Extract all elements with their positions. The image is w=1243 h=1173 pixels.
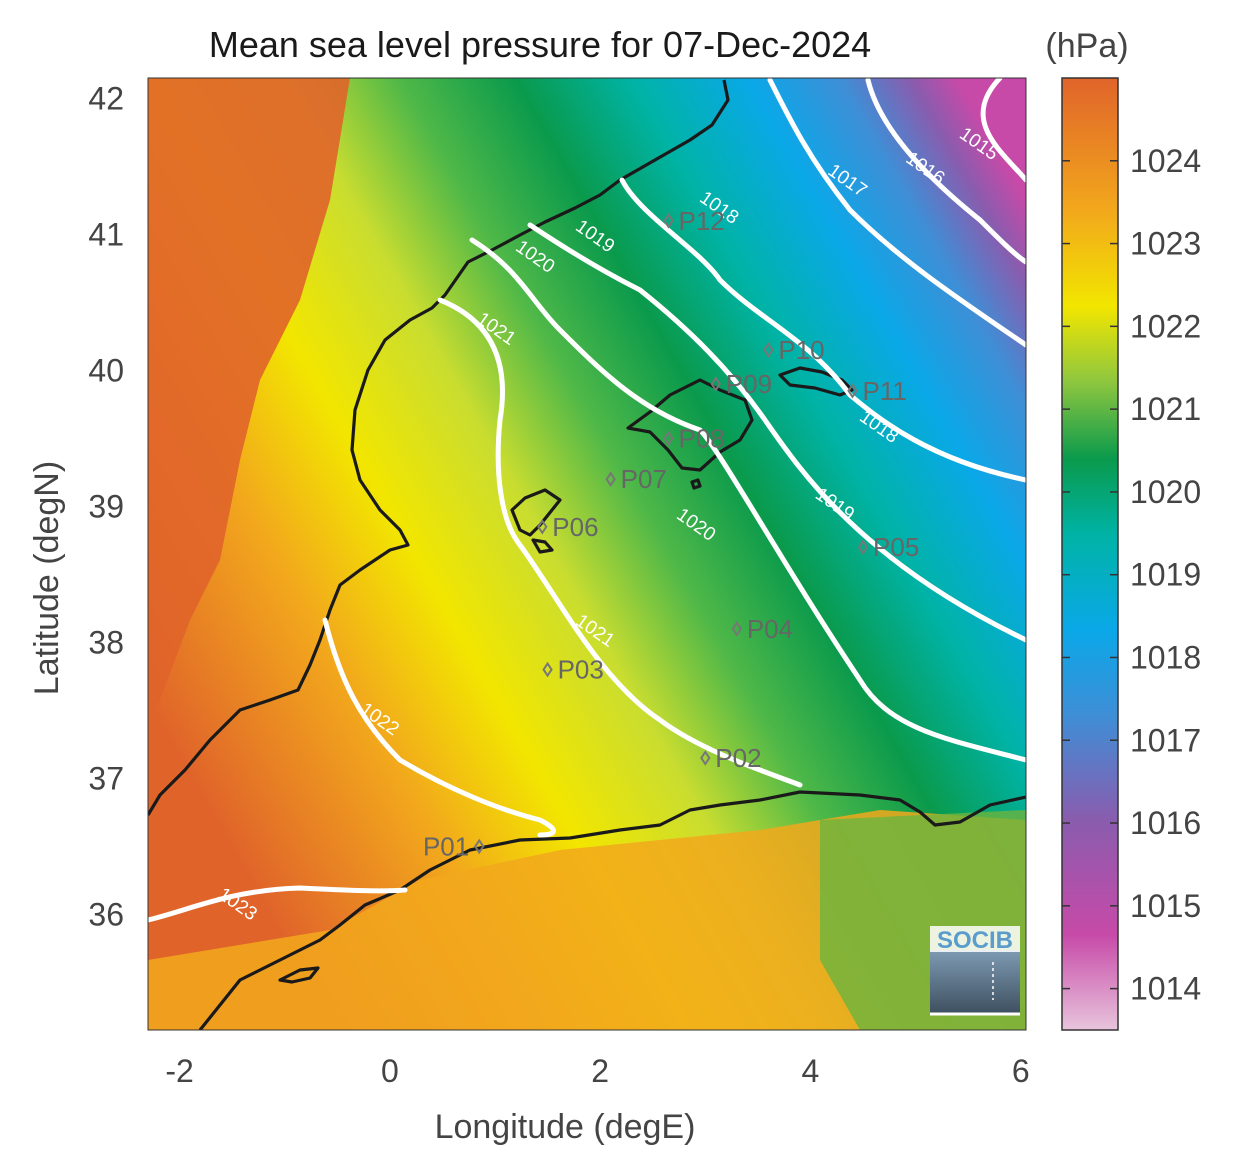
station-marker bbox=[700, 750, 711, 766]
station-label: P12 bbox=[678, 206, 724, 236]
station-marker bbox=[847, 382, 858, 399]
station-label: P02 bbox=[715, 743, 761, 773]
station-label: P04 bbox=[747, 614, 793, 644]
socib-logo: SOCIB bbox=[930, 926, 1020, 1016]
cabrera-coastline bbox=[690, 478, 702, 490]
formentera-coastline bbox=[531, 538, 554, 554]
iberian-coastline bbox=[148, 79, 730, 816]
station-label: P09 bbox=[726, 369, 772, 399]
colorbar: 1024 1023 1022 1021 1020 1019 1018 1017 1016 1015… bbox=[1061, 77, 1201, 1031]
station-marker bbox=[605, 471, 616, 488]
colorbar-tick-label: 1017 bbox=[1130, 722, 1201, 758]
station-marker bbox=[763, 342, 774, 358]
station-label: P08 bbox=[678, 423, 724, 453]
y-tick-label: 38 bbox=[88, 624, 124, 660]
station-marker bbox=[474, 838, 485, 855]
socib-logo-box bbox=[930, 950, 1020, 1015]
mallorca-coastline bbox=[626, 378, 754, 472]
isobar-1022 bbox=[322, 617, 556, 838]
colorbar-tick-label: 1023 bbox=[1130, 226, 1201, 262]
station-marker bbox=[857, 539, 869, 556]
y-tick-label: 40 bbox=[88, 352, 124, 388]
station-marker bbox=[537, 518, 548, 535]
coastline bbox=[148, 79, 1026, 1030]
socib-logo-text: SOCIB bbox=[937, 927, 1013, 954]
isobar-1023 bbox=[148, 885, 408, 923]
colorbar-tick-label: 1014 bbox=[1130, 971, 1201, 1007]
station-label: P10 bbox=[778, 335, 824, 365]
colorbar-tick-label: 1020 bbox=[1130, 474, 1201, 510]
station-marker bbox=[663, 430, 674, 447]
socib-logo-header bbox=[930, 926, 1020, 952]
map-plot-area: 1015101610171018101810191019102010201021… bbox=[148, 78, 1026, 1030]
x-tick-label: 4 bbox=[802, 1053, 820, 1089]
map-frame bbox=[147, 77, 1027, 1031]
alboran-coastline bbox=[278, 966, 320, 984]
menorca-coastline bbox=[778, 366, 854, 397]
ibiza-coastline bbox=[510, 488, 562, 537]
station-label: P11 bbox=[863, 376, 907, 406]
y-tick-label: 39 bbox=[88, 488, 124, 524]
isobar-1019 bbox=[527, 222, 1026, 643]
station-marker bbox=[731, 620, 743, 637]
isobar-1021 bbox=[437, 297, 803, 788]
colorbar-ticks: 1024 1023 1022 1021 1020 1019 1018 1017 1016 1015… bbox=[1062, 143, 1201, 1007]
colorbar-tick-label: 1015 bbox=[1130, 888, 1201, 924]
station-label: P01 bbox=[423, 831, 469, 861]
africa-high-pressure-area bbox=[148, 810, 1026, 1030]
isobar-1020 bbox=[469, 237, 1026, 763]
colorbar-tick-label: 1021 bbox=[1130, 391, 1201, 427]
station-label: P03 bbox=[558, 655, 604, 685]
y-tick-label: 41 bbox=[88, 216, 124, 252]
x-tick-label: -2 bbox=[165, 1053, 193, 1089]
station-label: P07 bbox=[621, 464, 667, 494]
isobar-1015 bbox=[980, 78, 1026, 183]
colorbar-gradient bbox=[1061, 77, 1119, 1031]
x-tick-label: 2 bbox=[591, 1053, 609, 1089]
colorbar-tick-label: 1018 bbox=[1130, 639, 1201, 675]
isobars bbox=[148, 78, 1026, 923]
iberia-high-pressure-area bbox=[148, 78, 350, 720]
colorbar-tick-label: 1019 bbox=[1130, 557, 1201, 593]
isobar-1017 bbox=[767, 78, 1026, 348]
colorbar-units: (hPa) bbox=[1045, 27, 1128, 65]
x-tick-label: 0 bbox=[381, 1053, 399, 1089]
x-tick-label: 6 bbox=[1012, 1053, 1030, 1089]
colorbar-tick-label: 1022 bbox=[1130, 308, 1201, 344]
x-axis-label: Longitude (degE) bbox=[435, 1108, 696, 1146]
y-tick-label: 42 bbox=[88, 80, 124, 116]
map-title: Mean sea level pressure for 07-Dec-2024 bbox=[209, 24, 871, 65]
station-marker bbox=[710, 376, 722, 392]
station-label: P06 bbox=[552, 512, 598, 542]
colorbar-tick-label: 1016 bbox=[1130, 805, 1201, 841]
station-marker bbox=[542, 661, 553, 678]
colorbar-tick-label: 1024 bbox=[1130, 143, 1201, 179]
african-coastline bbox=[198, 790, 1026, 1030]
station-marker bbox=[663, 212, 674, 229]
y-tick-label: 37 bbox=[88, 760, 124, 796]
y-axis-ticks: 42 41 40 39 38 37 36 bbox=[88, 80, 124, 932]
y-tick-label: 36 bbox=[88, 896, 124, 932]
station-label: P05 bbox=[873, 532, 919, 562]
y-axis-label: Latitude (degN) bbox=[28, 461, 66, 695]
x-axis-ticks: -2 0 2 4 6 bbox=[165, 1053, 1029, 1089]
isobar-1018-north bbox=[619, 177, 1026, 483]
isobar-1016 bbox=[865, 78, 1026, 265]
